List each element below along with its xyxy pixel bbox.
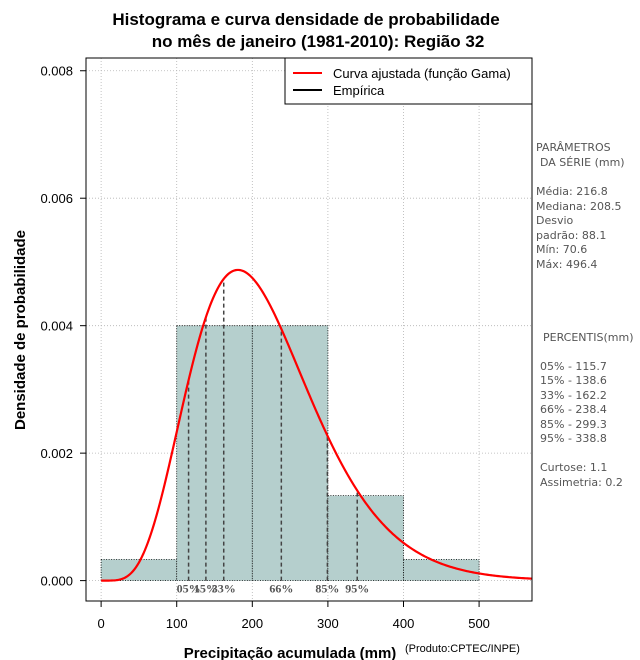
y-tick-label: 0.002 — [40, 446, 73, 461]
percentile-labels: 05%15%33% 66% 85% 95% — [177, 582, 370, 596]
percentil-33: 33% - 162.2 — [540, 389, 607, 402]
histogram-bars — [100, 325, 480, 582]
percentil-05: 05% - 115.7 — [540, 360, 607, 373]
percentile-label: 15% — [194, 582, 218, 596]
stat-mediana: Mediana: 208.5 — [536, 200, 621, 213]
percentil-66: 66% - 238.4 — [540, 403, 607, 416]
percentil-85: 85% - 299.3 — [540, 418, 607, 431]
stat-desvio-2: padrão: 88.1 — [536, 229, 606, 242]
percentis-title: PERCENTIS(mm) — [543, 331, 634, 344]
x-tick-label: 200 — [241, 616, 263, 631]
chart-title-line1: Histograma e curva densidade de probabil… — [112, 10, 499, 29]
x-tick-label: 0 — [98, 616, 105, 631]
percentil-95: 95% - 338.8 — [540, 432, 607, 445]
histogram-bar — [403, 558, 480, 582]
x-tick-label: 500 — [468, 616, 490, 631]
y-axis: 0.000 0.002 0.004 0.006 0.008 — [40, 64, 87, 589]
stat-curtose: Curtose: 1.1 — [540, 461, 607, 474]
stat-media: Média: 216.8 — [536, 185, 608, 198]
fitted-curve — [101, 268, 533, 582]
percentile-label: 05% — [177, 582, 201, 596]
side-panel: PARÂMETROS DA SÉRIE (mm) Média: 216.8 Me… — [536, 141, 634, 489]
x-axis-label: Precipitação acumulada (mm) — [184, 645, 397, 660]
chart-title-line2: no mês de janeiro (1981-2010): Região 32 — [152, 32, 485, 51]
x-tick-label: 100 — [166, 616, 188, 631]
credit-label: (Produto:CPTEC/INPE) — [405, 643, 520, 655]
percentil-15: 15% - 138.6 — [540, 374, 607, 387]
stat-max: Máx: 496.4 — [536, 258, 597, 271]
percentile-lines — [187, 278, 358, 581]
histogram-bar — [100, 558, 178, 582]
stat-assimetria: Assimetria: 0.2 — [540, 476, 623, 489]
x-axis: 0 100 200 300 400 500 — [98, 600, 490, 631]
y-tick-label: 0.004 — [40, 319, 73, 334]
stat-desvio-1: Desvio — [536, 214, 574, 227]
x-tick-label: 400 — [393, 616, 415, 631]
percentile-label: 33% — [212, 582, 236, 596]
percentile-label: 95% — [345, 582, 369, 596]
legend-box — [284, 57, 533, 105]
histogram-bar — [327, 495, 404, 582]
y-tick-label: 0.000 — [40, 574, 73, 589]
legend: Curva ajustada (função Gama) Empírica — [284, 57, 533, 105]
histogram-bar — [251, 325, 329, 582]
legend-label-empirical: Empírica — [333, 83, 385, 98]
y-tick-label: 0.006 — [40, 191, 73, 206]
y-axis-label: Densidade de probabilidade — [12, 230, 29, 430]
y-tick-label: 0.008 — [40, 64, 73, 79]
params-title-2: DA SÉRIE (mm) — [540, 156, 625, 169]
stat-min: Mín: 70.6 — [536, 243, 587, 256]
x-tick-label: 300 — [317, 616, 339, 631]
legend-label-fitted: Curva ajustada (função Gama) — [333, 66, 511, 81]
fitted-gamma-curve — [101, 268, 533, 582]
percentile-label: 66% — [269, 582, 293, 596]
percentile-label: 85% — [315, 582, 339, 596]
params-title-1: PARÂMETROS — [536, 141, 611, 154]
